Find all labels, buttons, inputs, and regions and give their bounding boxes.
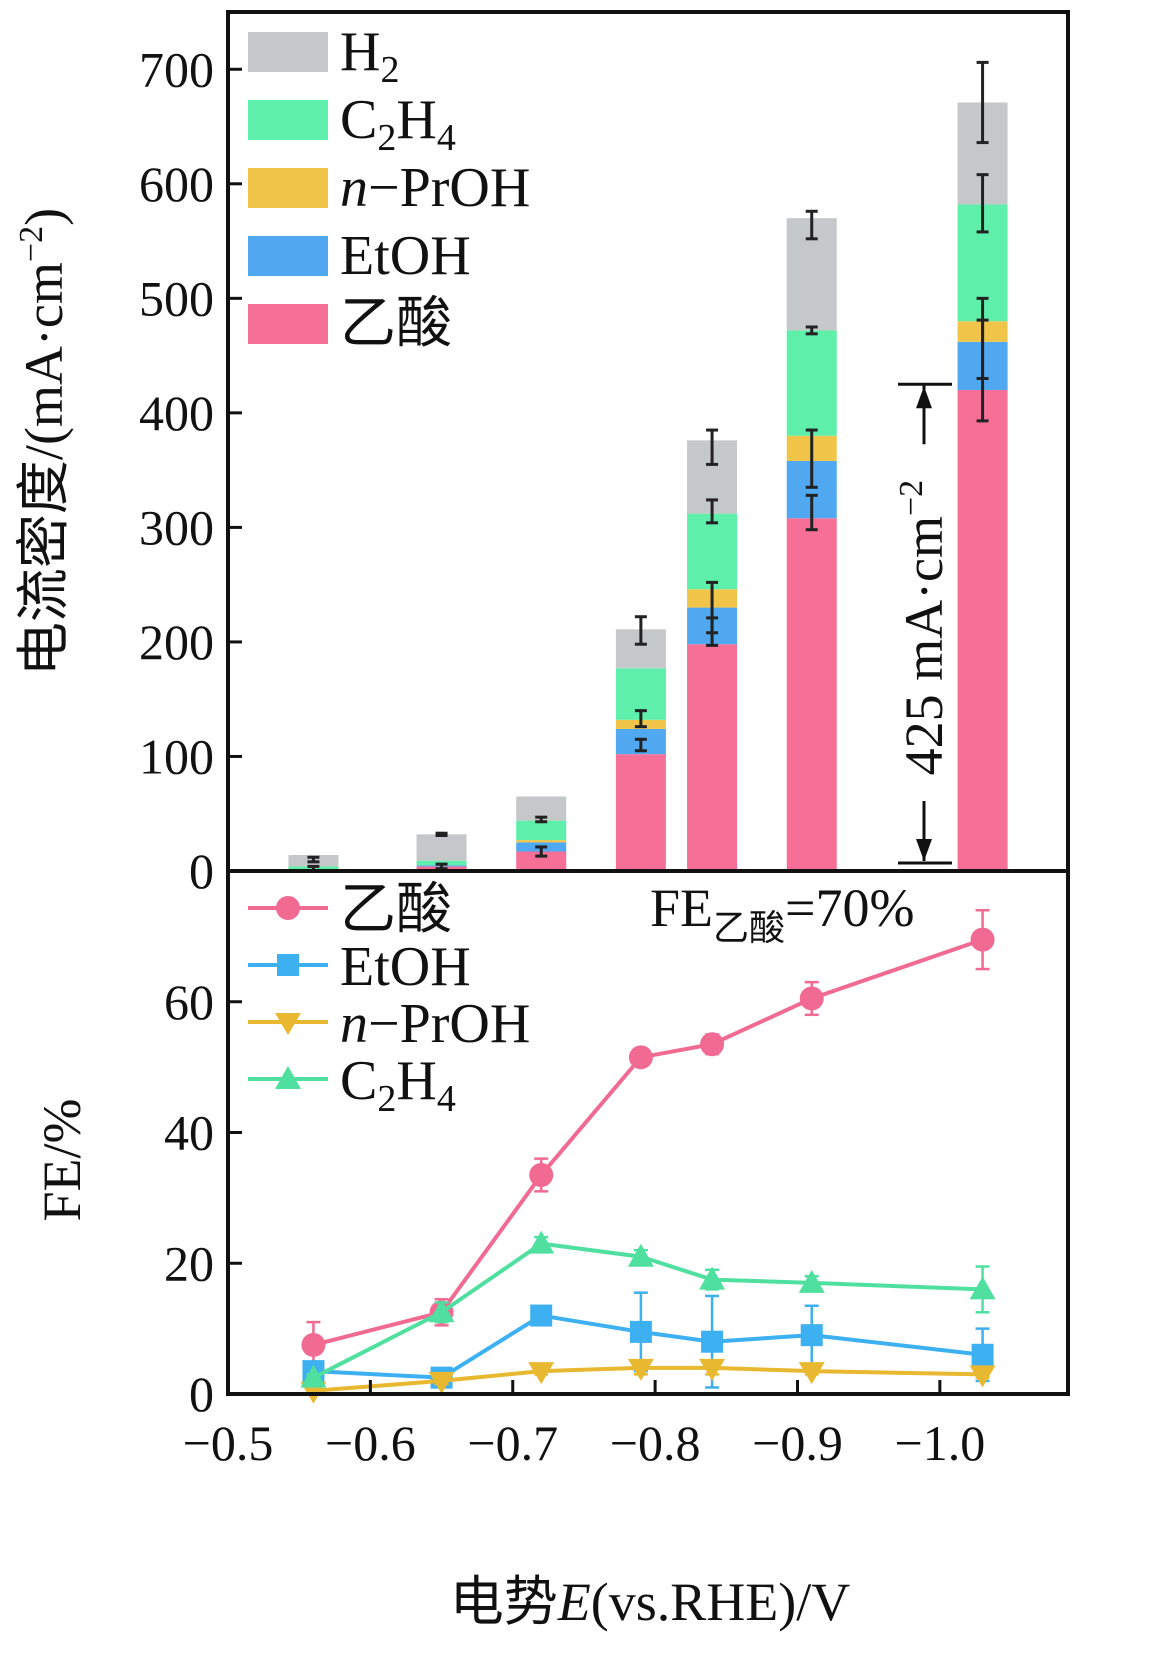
- bar-segment: [516, 840, 567, 843]
- data-point: [699, 1358, 726, 1381]
- x-axis-label: 电势E(vs.RHE)/V: [450, 1570, 850, 1633]
- bar-segment: [687, 644, 738, 871]
- data-point: [971, 1343, 994, 1366]
- y-tick-label: 20: [164, 1235, 214, 1291]
- y-tick-label: 700: [139, 41, 214, 97]
- x-tick-label: −0.7: [467, 1415, 558, 1471]
- data-point: [969, 1365, 996, 1388]
- legend-swatch: [248, 304, 328, 344]
- y-tick-label: 600: [139, 156, 214, 212]
- y-tick-label: 200: [139, 614, 214, 670]
- legend-label: n−PrOH: [340, 993, 530, 1055]
- y-tick-label: 100: [139, 728, 214, 784]
- data-point: [800, 1324, 823, 1347]
- plot-frame: [226, 10, 1070, 1396]
- y-tick-label: 0: [189, 843, 214, 899]
- legend-label: C2H4: [340, 1050, 456, 1120]
- legend-label: n−PrOH: [340, 157, 530, 219]
- data-point: [275, 1066, 301, 1089]
- data-point: [799, 986, 824, 1011]
- arrow-head-down: [916, 839, 932, 861]
- y-axis-label-top: 电流密度/(mA·cm−2): [12, 208, 75, 676]
- data-point: [701, 1330, 724, 1353]
- x-tick-label: −0.8: [610, 1415, 701, 1471]
- data-point: [629, 1320, 652, 1343]
- legend-label: H2: [340, 21, 399, 91]
- y-axis-label-bottom: FE/%: [32, 1098, 92, 1221]
- data-point: [428, 1371, 455, 1394]
- bar-segment: [786, 518, 837, 871]
- data-point: [428, 1299, 455, 1323]
- x-tick-label: −0.9: [752, 1415, 843, 1471]
- data-point: [798, 1269, 825, 1293]
- x-tick-label: −0.6: [325, 1415, 416, 1471]
- bar-segment: [615, 754, 666, 871]
- bar-segment: [786, 330, 837, 436]
- bar-segment: [516, 851, 567, 871]
- bar-segment: [416, 834, 467, 861]
- data-point: [700, 1032, 725, 1057]
- x-tick-label: −0.5: [183, 1415, 274, 1471]
- data-point: [969, 1276, 996, 1300]
- legend-label: C2H4: [340, 89, 456, 159]
- legend-swatch: [248, 236, 328, 276]
- current-annotation: 425 mA·cm−2: [893, 480, 954, 776]
- y-tick-label: 500: [139, 270, 214, 326]
- arrow-head-up: [916, 386, 932, 409]
- data-point: [275, 1013, 301, 1035]
- data-point: [276, 896, 300, 920]
- data-point: [798, 1362, 825, 1385]
- fe-annotation: FE乙酸=70%: [650, 878, 914, 949]
- bar-segment: [687, 513, 738, 590]
- data-point: [627, 1243, 654, 1267]
- data-point: [627, 1358, 654, 1381]
- annotations: 425 mA·cm−2 FE乙酸=70%: [650, 382, 954, 949]
- bar-segment: [516, 820, 567, 841]
- legend-label: 乙酸: [340, 291, 452, 356]
- data-point: [528, 1230, 555, 1254]
- y-tick-label: 400: [139, 385, 214, 441]
- data-point: [970, 927, 995, 952]
- data-point: [301, 1332, 326, 1357]
- y-tick-label: 60: [164, 974, 214, 1030]
- series-line: [313, 1365, 983, 1393]
- data-point: [529, 1162, 554, 1187]
- data-point: [277, 954, 299, 976]
- bar-segment: [957, 389, 1008, 871]
- legend-swatch: [248, 168, 328, 208]
- data-point: [300, 1364, 327, 1388]
- data-point: [628, 1045, 653, 1070]
- data-point: [530, 1304, 553, 1327]
- data-point: [699, 1266, 726, 1290]
- y-tick-label: 40: [164, 1105, 214, 1161]
- legend-label: 乙酸: [340, 877, 452, 942]
- y-tick-label: 0: [189, 1366, 214, 1422]
- axes: 0 100 200 300 400 500 600 700 0 20 40 60 −0.5 −0.6 −0.…: [12, 10, 1070, 1633]
- y-tick-label: 300: [139, 499, 214, 555]
- legend-swatch: [248, 32, 328, 72]
- top-bar-chart: [288, 60, 1008, 873]
- legend-label: EtOH: [340, 936, 471, 998]
- data-point: [528, 1362, 555, 1385]
- legend-label: EtOH: [340, 225, 471, 287]
- legend-swatch: [248, 100, 328, 140]
- x-tick-label: −1.0: [895, 1415, 986, 1471]
- bottom-line-chart: [300, 908, 996, 1404]
